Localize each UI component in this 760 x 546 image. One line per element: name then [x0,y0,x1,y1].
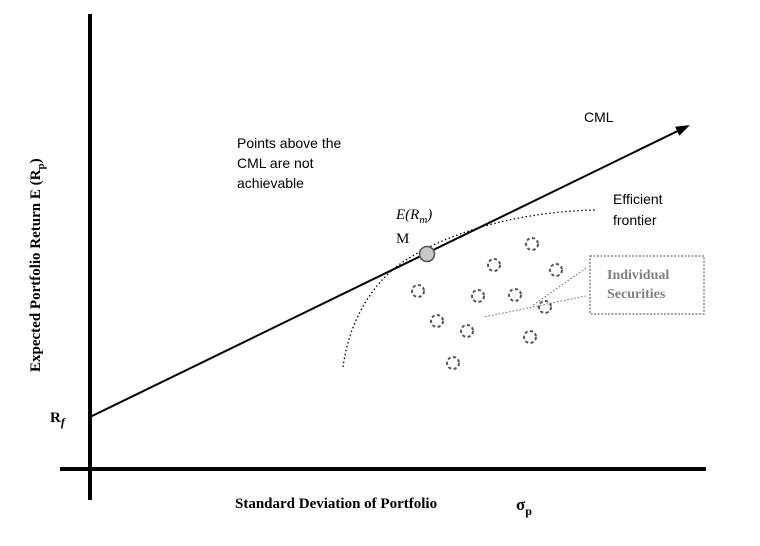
securities-pointer-upper [531,267,587,307]
security-point [430,314,444,328]
risk-free-label: Rf [50,410,66,429]
points-above-note: Points above the CML are not achievable [237,135,345,191]
security-point [549,263,563,277]
individual-securities [411,237,563,370]
sigma-p-label: σp [516,495,532,518]
efficient-frontier-curve [342,209,596,368]
security-point [538,300,552,314]
individual-securities-label: Individual Securities [607,268,673,302]
security-point [525,237,539,251]
security-point [487,258,501,272]
x-axis-label: Standard Deviation of Portfolio [235,496,437,512]
y-axis-label: Expected Portfolio Return E (Rp) [28,158,47,372]
security-point [471,289,485,303]
security-point [523,330,537,344]
market-return-label: E(Rm) [395,207,432,226]
efficient-frontier-label: Efficient frontier [613,191,666,228]
market-portfolio-label: M [396,231,409,247]
security-point [411,284,425,298]
security-point [460,324,474,338]
security-point [446,356,460,370]
cml-label: CML [584,109,614,125]
securities-pointer-lower [483,295,587,318]
capital-market-line [89,125,690,418]
security-point [508,288,522,302]
market-portfolio-point [418,245,436,263]
individual-securities-box [589,255,705,315]
